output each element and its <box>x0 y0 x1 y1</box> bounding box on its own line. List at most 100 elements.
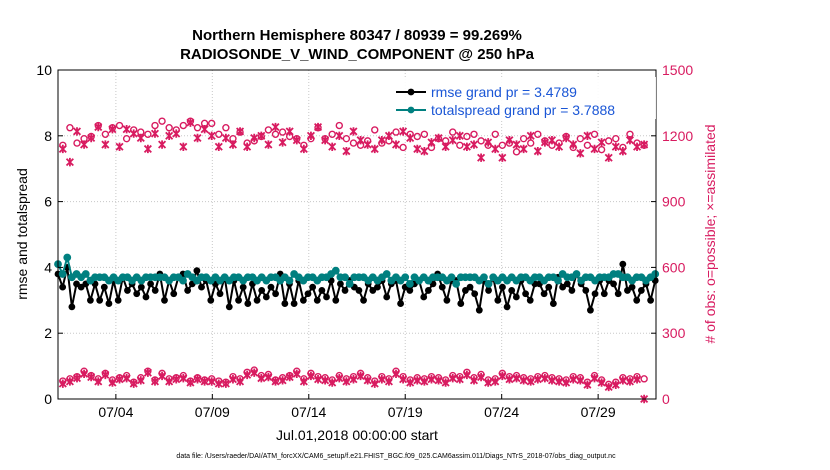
rmse-point <box>619 260 627 268</box>
obs_possible-point <box>193 124 202 132</box>
obs_low_assimilated-point <box>143 368 152 377</box>
obs_assimilated-point <box>285 127 294 136</box>
obs_assimilated-point <box>236 127 245 136</box>
obs_possible-point <box>392 128 400 136</box>
obs_assimilated-point <box>328 142 337 151</box>
obs_low_assimilated-point <box>469 376 479 385</box>
obs_low_assimilated-point <box>611 380 620 389</box>
x-tick-label: 07/09 <box>195 404 230 420</box>
obs_possible-point <box>151 121 159 130</box>
rmse-point <box>68 303 76 311</box>
obs_low_assimilated-point <box>65 377 74 386</box>
obs_possible-point <box>122 134 131 143</box>
obs_possible-point <box>527 139 535 147</box>
obs_assimilated-point <box>526 131 535 140</box>
obs_low_assimilated-point <box>335 373 344 383</box>
obs_assimilated-point <box>427 138 436 147</box>
totalspread-point <box>401 273 410 282</box>
obs_low_assimilated-point <box>462 370 471 380</box>
obs_low_assimilated-point <box>583 380 592 389</box>
totalspread-point <box>63 253 72 262</box>
rmse-point <box>587 306 594 314</box>
obs_low_assimilated-point <box>122 373 131 383</box>
obs_assimilated-point <box>80 140 89 149</box>
obs_low_assimilated-point <box>207 377 216 386</box>
obs_low_assimilated-point <box>377 375 386 384</box>
y2-tick-label: 300 <box>662 325 686 341</box>
obs_possible-point <box>534 130 542 139</box>
rmse-point <box>508 287 516 294</box>
rmse-point <box>239 283 247 291</box>
x-tick-label: 07/19 <box>388 404 423 420</box>
obs_possible-point <box>278 128 287 136</box>
rmse-point <box>337 280 344 288</box>
rmse-point <box>207 296 215 304</box>
obs_low_assimilated-point <box>172 375 181 384</box>
obs_low_assimilated-point <box>491 377 500 386</box>
rmse-point <box>494 296 502 304</box>
obs_possible-point <box>115 121 124 130</box>
obs_assimilated-point <box>186 118 195 127</box>
obs_low_assimilated-point <box>200 377 209 386</box>
rmse-point <box>290 300 298 307</box>
obs_assimilated-point <box>519 144 528 154</box>
y-tick-label: 10 <box>36 62 52 78</box>
totalspread-point <box>651 270 660 278</box>
obs_possible-point <box>463 132 471 141</box>
footer-datafile: data file: /Users/raeder/DAI/ATM_forcXX/… <box>176 453 616 460</box>
obs_assimilated-point <box>462 142 471 151</box>
x-axis: 07/04 07/09 07/14 07/19 07/24 07/29 <box>98 394 616 420</box>
obs_assimilated-point <box>477 153 486 162</box>
obs_low_assimilated-point <box>540 373 549 383</box>
obs_possible-point <box>420 130 429 139</box>
obs_assimilated-point <box>633 142 642 151</box>
obs_possible-point <box>449 128 457 136</box>
obs_assimilated-point <box>207 131 216 140</box>
y-axis-right: 0 300 600 900 1200 1500 <box>651 62 693 407</box>
obs_possible-point <box>491 130 499 139</box>
obs_low_assimilated-point <box>108 378 117 387</box>
rmse-point <box>105 300 113 307</box>
y2-tick-label: 0 <box>662 391 670 407</box>
rmse-point <box>568 287 576 294</box>
obs_low_assimilated-point <box>618 376 627 385</box>
plot-frame <box>57 69 657 400</box>
rmse-point <box>466 283 474 291</box>
obs_possible-point <box>158 117 166 125</box>
totalspread-point <box>345 279 354 288</box>
rmse-point <box>225 303 233 311</box>
y2-axis-label: # of obs: o=possible; ×=assimilated <box>702 124 718 343</box>
rmse-point <box>281 300 289 307</box>
obs_assimilated-point <box>533 146 542 156</box>
chart-title: Northern Hemisphere 80347 / 80939 = 99.2… <box>192 27 522 44</box>
obs_low_assimilated-point <box>420 377 429 386</box>
obs_possible-point <box>144 130 152 139</box>
obs_low_assimilated-point <box>342 377 351 386</box>
obs_assimilated-point <box>122 125 131 134</box>
obs_assimilated-point <box>356 135 365 145</box>
rmse-point <box>244 300 252 307</box>
obs_assimilated-point <box>115 142 124 151</box>
obs_low_assimilated-point <box>505 375 514 384</box>
obs_low_assimilated-point <box>555 377 564 386</box>
rmse-point <box>591 290 599 298</box>
obs_low_assimilated-point <box>72 373 82 383</box>
obs_low_assimilated-point <box>526 377 535 386</box>
obs_low_assimilated-point <box>186 378 195 387</box>
obs_low_assimilated-point <box>285 372 294 382</box>
obs_low_assimilated-point <box>370 379 379 388</box>
obs_assimilated-point <box>625 135 634 145</box>
rmse-point <box>438 283 446 291</box>
y-axis-left: 0 2 4 6 8 10 <box>36 62 63 407</box>
obs_low_assimilated-point <box>434 376 443 385</box>
obs_assimilated-point <box>143 144 152 154</box>
obs_assimilated-point <box>278 138 287 147</box>
obs_assimilated-point <box>406 133 415 143</box>
obs_assimilated-point <box>505 135 514 145</box>
series-layer <box>54 117 660 404</box>
obs_assimilated-point <box>491 144 500 154</box>
obs_low_assimilated-point <box>129 379 138 388</box>
obs_low_assimilated-point <box>236 377 245 386</box>
obs_assimilated-point <box>136 133 145 143</box>
x-axis-label: Jul.01,2018 00:00:00 start <box>276 427 438 443</box>
